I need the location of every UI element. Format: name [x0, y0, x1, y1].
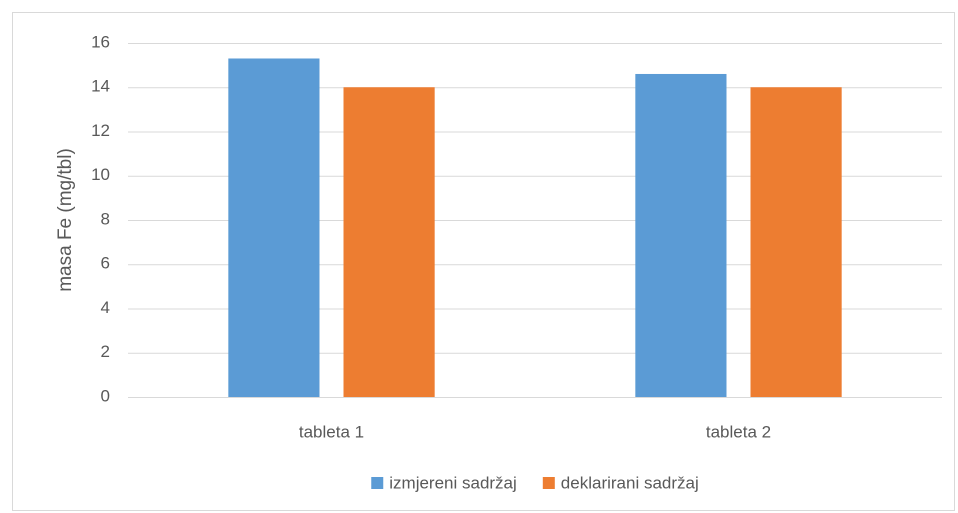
bar	[750, 87, 842, 397]
legend-swatch	[371, 477, 384, 489]
bar	[228, 58, 320, 398]
y-tick-label: 4	[101, 298, 110, 317]
legend-label: deklarirani sadržaj	[561, 473, 699, 492]
bar	[343, 87, 435, 397]
legend-label: izmjereni sadržaj	[389, 473, 517, 492]
x-tick-label: tableta 1	[299, 422, 364, 441]
y-tick-label: 2	[101, 342, 110, 361]
y-tick-label: 16	[91, 32, 110, 51]
y-tick-label: 14	[91, 77, 110, 96]
bar	[635, 73, 727, 397]
x-tick-label: tableta 2	[706, 422, 771, 441]
legend-swatch	[542, 477, 555, 489]
y-tick-label: 10	[91, 165, 110, 184]
y-axis-label: masa Fe (mg/tbl)	[55, 148, 76, 292]
y-tick-label: 0	[101, 386, 110, 405]
y-tick-label: 12	[91, 121, 110, 140]
y-tick-label: 8	[101, 209, 110, 228]
y-tick-label: 6	[101, 254, 110, 273]
